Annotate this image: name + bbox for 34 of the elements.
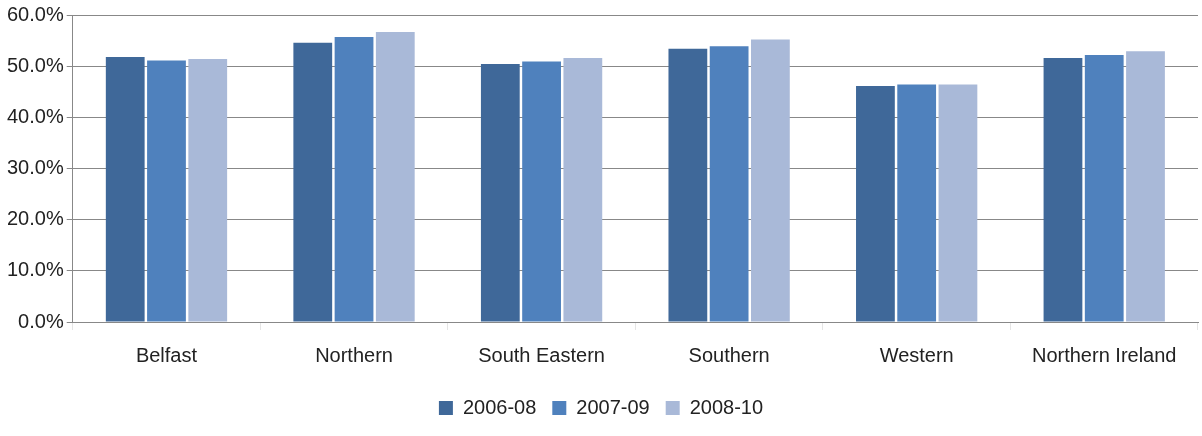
legend-label: 2006-08 bbox=[462, 395, 537, 418]
x-tick-label: Northern bbox=[315, 343, 393, 366]
bar bbox=[1084, 54, 1124, 322]
x-tick-label: Belfast bbox=[135, 343, 198, 366]
bar bbox=[293, 42, 333, 322]
y-tick-label: 30.0% bbox=[6, 156, 64, 179]
legend-label: 2007-09 bbox=[576, 395, 650, 418]
bar bbox=[147, 60, 186, 322]
x-tick-label: Northern Ireland bbox=[1031, 343, 1177, 366]
legend-label: 2008-10 bbox=[689, 395, 764, 418]
bar bbox=[751, 39, 790, 322]
bar bbox=[188, 59, 228, 322]
y-tick-label: 50.0% bbox=[6, 53, 64, 76]
bar bbox=[105, 56, 145, 322]
y-tick-label: 60.0% bbox=[6, 2, 64, 25]
y-tick-label: 0.0% bbox=[18, 309, 64, 332]
bar bbox=[1126, 51, 1165, 322]
bar bbox=[668, 48, 708, 322]
bar bbox=[938, 84, 978, 322]
bar bbox=[375, 31, 415, 322]
bar bbox=[334, 37, 374, 322]
x-tick-label: Southern bbox=[688, 343, 770, 366]
bar bbox=[1043, 57, 1083, 322]
bar bbox=[856, 86, 895, 322]
bar bbox=[709, 46, 749, 322]
y-tick-label: 40.0% bbox=[6, 104, 64, 127]
bar bbox=[897, 84, 937, 322]
bar bbox=[563, 57, 603, 322]
y-tick-label: 10.0% bbox=[6, 258, 64, 281]
x-tick-label: Western bbox=[879, 343, 954, 366]
bar bbox=[480, 64, 520, 322]
x-tick-label: South Eastern bbox=[478, 343, 605, 366]
bar bbox=[522, 61, 561, 322]
y-tick-label: 20.0% bbox=[6, 207, 64, 230]
